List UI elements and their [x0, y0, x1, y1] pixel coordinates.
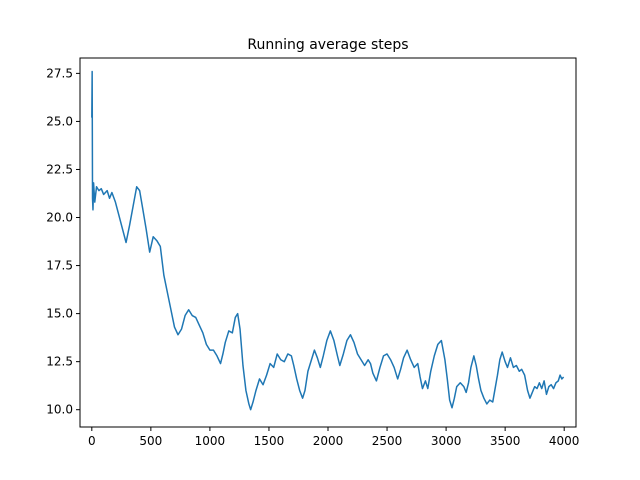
plot-marks	[91, 70, 565, 411]
x-tick-label: 0	[88, 434, 96, 448]
x-tick-label: 2500	[372, 434, 403, 448]
y-tick-label: 10.0	[46, 403, 73, 417]
x-tick-label: 500	[139, 434, 162, 448]
series-line-0	[91, 70, 565, 411]
y-axis-ticks: 10.0 12.5 15.0 17.5 20.0 22.5 25.0 27.5	[46, 66, 80, 417]
x-tick-label: 4000	[549, 434, 580, 448]
y-tick-label: 22.5	[46, 162, 73, 176]
y-tick-label: 27.5	[46, 66, 73, 80]
y-tick-label: 20.0	[46, 211, 73, 225]
x-tick-label: 1000	[195, 434, 226, 448]
chart-title: Running average steps	[247, 37, 408, 53]
x-tick-label: 3500	[490, 434, 521, 448]
x-tick-label: 1500	[254, 434, 285, 448]
y-tick-label: 12.5	[46, 355, 73, 369]
plot-frame	[79, 57, 577, 428]
y-tick-label: 25.0	[46, 114, 73, 128]
y-tick-label: 15.0	[46, 307, 73, 321]
y-tick-label: 17.5	[46, 259, 73, 273]
x-tick-label: 2000	[313, 434, 344, 448]
x-tick-label: 3000	[431, 434, 462, 448]
x-axis-ticks: 0 500 1000 1500 2000 2500 3000 3500 4000	[88, 427, 579, 448]
